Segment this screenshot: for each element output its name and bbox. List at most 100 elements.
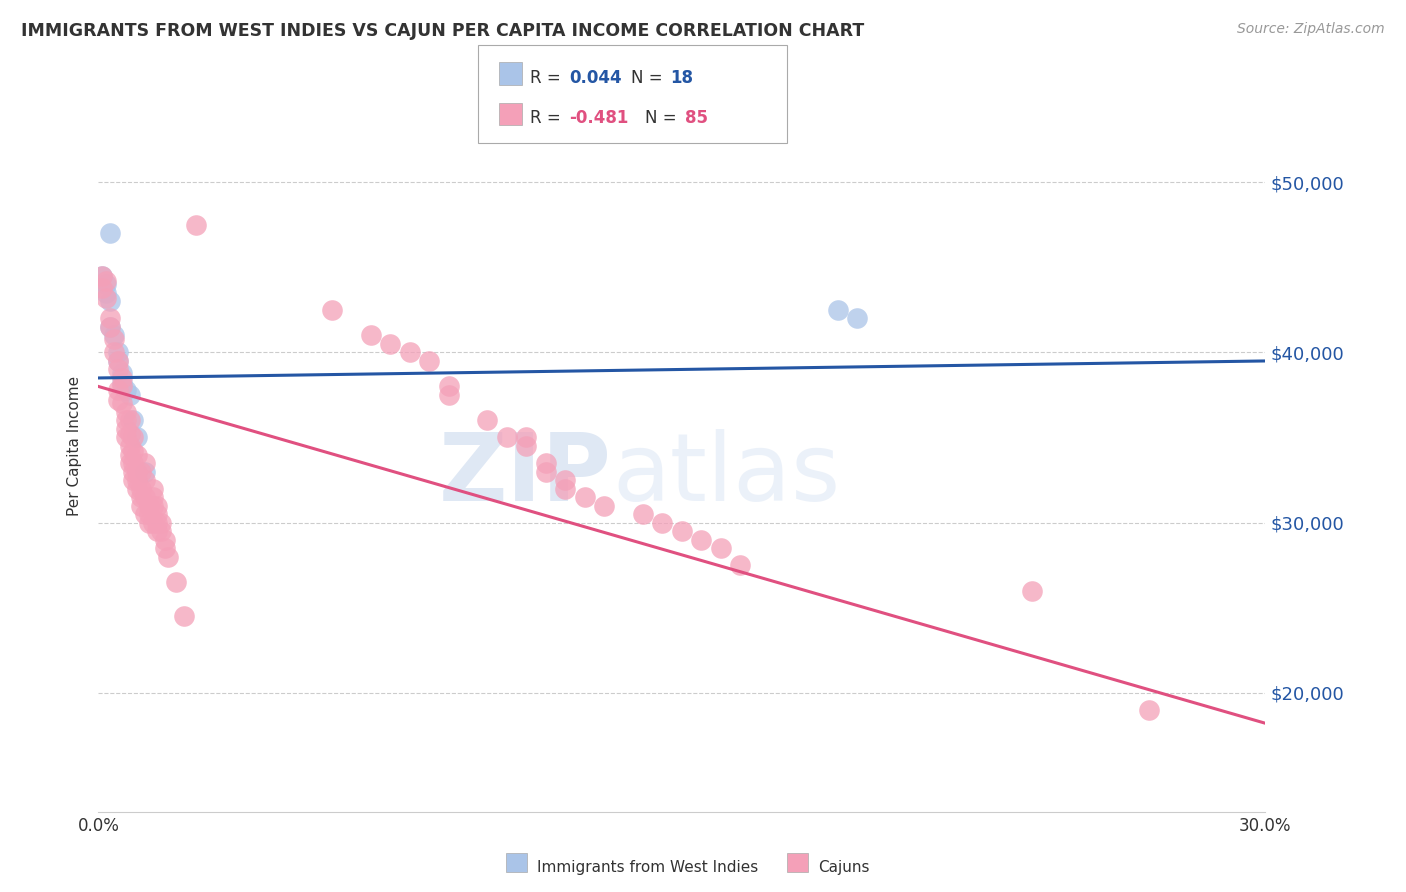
Point [98,227,121,241]
Point [142,516,165,530]
Point [127,448,149,462]
Point [127,465,149,479]
Point [146,507,169,521]
Point [360,328,382,343]
Point [398,345,420,359]
Point [118,413,141,427]
Point [690,533,713,547]
Point [114,413,136,427]
Point [122,430,145,444]
Point [671,524,693,538]
Point [127,482,149,496]
Point [134,490,156,504]
Point [111,379,134,393]
Point [730,558,752,572]
Point [91,281,114,295]
Point [138,516,160,530]
Point [437,388,460,402]
Point [107,345,129,359]
Point [111,366,134,380]
Point [827,302,849,317]
Point [96,274,118,288]
Point [173,609,195,624]
Point [118,388,141,402]
Point [122,456,145,470]
Point [651,516,673,530]
Point [134,465,156,479]
Point [157,549,180,564]
Point [114,405,136,419]
Point [534,465,557,479]
Point [114,422,136,436]
Text: Source: ZipAtlas.com: Source: ZipAtlas.com [1237,22,1385,37]
Point [142,482,165,496]
Point [98,311,121,326]
Point [122,413,145,427]
Point [107,393,129,408]
Point [165,575,187,590]
Point [122,465,145,479]
Point [149,516,172,530]
Point [107,362,129,376]
Text: atlas: atlas [612,429,841,521]
Point [1021,583,1043,598]
Point [114,430,136,444]
Point [534,456,557,470]
Point [114,383,136,397]
Point [418,354,440,368]
Text: N =: N = [645,109,682,127]
Point [96,277,118,292]
Point [118,439,141,453]
Point [153,541,176,555]
Point [103,345,125,359]
Point [321,302,343,317]
Point [554,482,576,496]
Point [477,413,499,427]
Point [515,439,537,453]
Point [118,448,141,462]
Point [146,524,169,538]
Text: 85: 85 [685,109,707,127]
Text: R =: R = [530,69,567,87]
Point [554,473,576,487]
Point [146,499,169,513]
Point [98,320,121,334]
Point [134,456,156,470]
Point [103,328,125,343]
Point [122,473,145,487]
Point [184,218,207,232]
Point [631,507,654,521]
Point [129,465,152,479]
Text: ZIP: ZIP [439,429,612,521]
Point [107,354,129,368]
Point [118,456,141,470]
Text: Immigrants from West Indies: Immigrants from West Indies [537,860,758,874]
Point [149,524,172,538]
Point [107,383,129,397]
Text: R =: R = [530,109,567,127]
Point [118,427,141,442]
Point [846,311,869,326]
Point [111,371,134,385]
Point [98,294,121,309]
Point [146,516,169,530]
Point [153,533,176,547]
Point [96,285,118,300]
Text: Cajuns: Cajuns [818,860,870,874]
Point [142,499,165,513]
Point [138,507,160,521]
Point [129,499,152,513]
Text: IMMIGRANTS FROM WEST INDIES VS CAJUN PER CAPITA INCOME CORRELATION CHART: IMMIGRANTS FROM WEST INDIES VS CAJUN PER… [21,22,865,40]
Point [1137,703,1160,717]
Point [91,268,114,283]
Point [574,490,596,504]
Point [710,541,733,555]
Point [134,507,156,521]
Point [91,268,114,283]
Point [107,354,129,368]
Point [129,482,152,496]
Point [515,430,537,444]
Point [96,291,118,305]
Text: 0.044: 0.044 [569,69,621,87]
Point [122,444,145,458]
